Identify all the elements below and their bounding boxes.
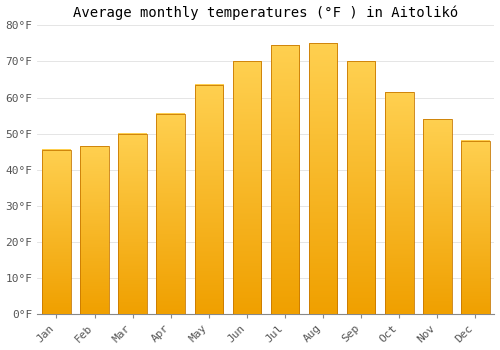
Bar [423, 119, 452, 314]
Bar [194, 85, 223, 314]
Bar [461, 141, 490, 314]
Bar [156, 114, 185, 314]
Bar [118, 134, 147, 314]
Title: Average monthly temperatures (°F ) in Aitolikó: Average monthly temperatures (°F ) in Ai… [74, 6, 458, 20]
Bar [232, 62, 261, 314]
Bar [309, 43, 338, 314]
Bar [42, 150, 70, 314]
Bar [270, 45, 300, 314]
Bar [347, 62, 376, 314]
Bar [385, 92, 414, 314]
Bar [80, 146, 109, 314]
